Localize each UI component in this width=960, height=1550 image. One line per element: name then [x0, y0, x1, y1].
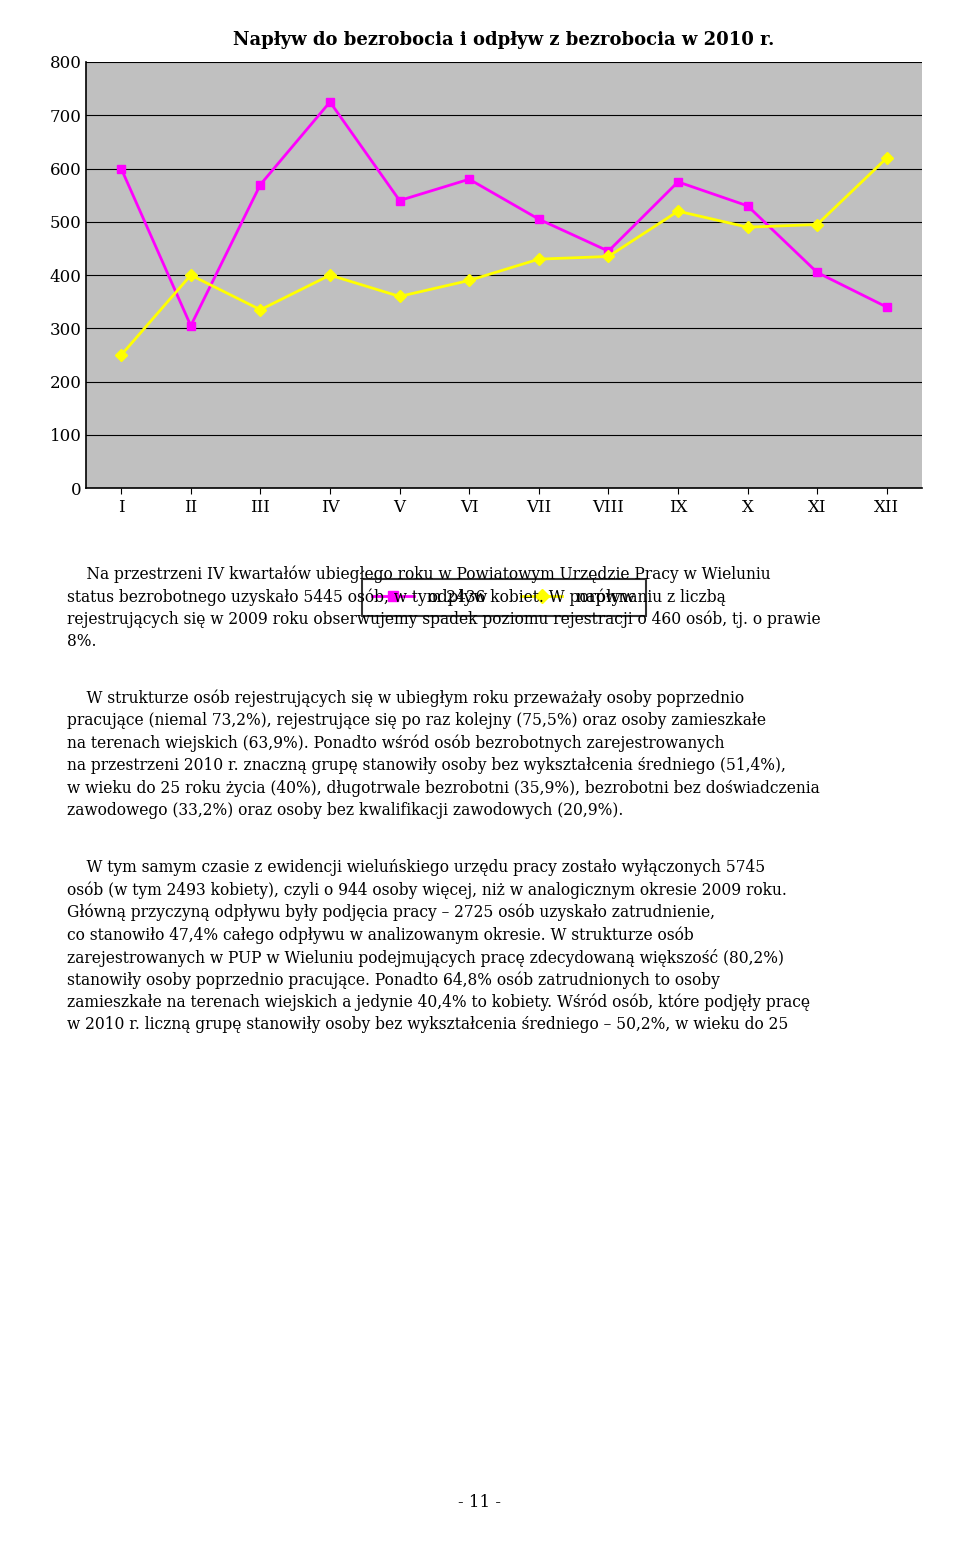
Text: - 11 -: - 11 -: [459, 1494, 501, 1511]
Text: osób (w tym 2493 kobiety), czyli o 944 osoby więcej, niż w analogicznym okresie : osób (w tym 2493 kobiety), czyli o 944 o…: [67, 880, 787, 899]
Text: status bezrobotnego uzyskało 5445 osób, w tym 2436 kobiet. W porównaniu z liczbą: status bezrobotnego uzyskało 5445 osób, …: [67, 587, 726, 606]
Legend: odpływ, napływ: odpływ, napływ: [362, 580, 646, 617]
Text: zamieszkałe na terenach wiejskich a jedynie 40,4% to kobiety. Wśród osób, które : zamieszkałe na terenach wiejskich a jedy…: [67, 994, 810, 1011]
Text: Na przestrzeni IV kwartałów ubiegłego roku w Powiatowym Urzędzie Pracy w Wieluni: Na przestrzeni IV kwartałów ubiegłego ro…: [67, 566, 771, 583]
Title: Napływ do bezrobocia i odpływ z bezrobocia w 2010 r.: Napływ do bezrobocia i odpływ z bezroboc…: [233, 31, 775, 50]
Text: W tym samym czasie z ewidencji wieluńskiego urzędu pracy zostało wyłączonych 574: W tym samym czasie z ewidencji wieluński…: [67, 859, 765, 876]
Text: Główną przyczyną odpływu były podjęcia pracy – 2725 osób uzyskało zatrudnienie,: Główną przyczyną odpływu były podjęcia p…: [67, 904, 715, 921]
Text: 8%.: 8%.: [67, 632, 97, 649]
Text: W strukturze osób rejestrujących się w ubiegłym roku przeważały osoby poprzednio: W strukturze osób rejestrujących się w u…: [67, 690, 744, 707]
Text: w 2010 r. liczną grupę stanowiły osoby bez wykształcenia średniego – 50,2%, w wi: w 2010 r. liczną grupę stanowiły osoby b…: [67, 1015, 788, 1032]
Text: pracujące (niemal 73,2%), rejestrujące się po raz kolejny (75,5%) oraz osoby zam: pracujące (niemal 73,2%), rejestrujące s…: [67, 711, 766, 728]
Text: stanowiły osoby poprzednio pracujące. Ponadto 64,8% osób zatrudnionych to osoby: stanowiły osoby poprzednio pracujące. Po…: [67, 970, 720, 989]
Text: w wieku do 25 roku życia (40%), długotrwale bezrobotni (35,9%), bezrobotni bez d: w wieku do 25 roku życia (40%), długotrw…: [67, 780, 820, 797]
Text: rejestrujących się w 2009 roku obserwujemy spadek poziomu rejestracji o 460 osób: rejestrujących się w 2009 roku obserwuje…: [67, 611, 821, 628]
Text: zarejestrowanych w PUP w Wieluniu podejmujących pracę zdecydowaną większość (80,: zarejestrowanych w PUP w Wieluniu podejm…: [67, 949, 784, 967]
Text: zawodowego (33,2%) oraz osoby bez kwalifikacji zawodowych (20,9%).: zawodowego (33,2%) oraz osoby bez kwalif…: [67, 801, 624, 818]
Text: na terenach wiejskich (63,9%). Ponadto wśród osób bezrobotnych zarejestrowanych: na terenach wiejskich (63,9%). Ponadto w…: [67, 735, 725, 752]
Text: na przestrzeni 2010 r. znaczną grupę stanowiły osoby bez wykształcenia średniego: na przestrzeni 2010 r. znaczną grupę sta…: [67, 756, 786, 773]
Text: co stanowiło 47,4% całego odpływu w analizowanym okresie. W strukturze osób: co stanowiło 47,4% całego odpływu w anal…: [67, 925, 694, 944]
